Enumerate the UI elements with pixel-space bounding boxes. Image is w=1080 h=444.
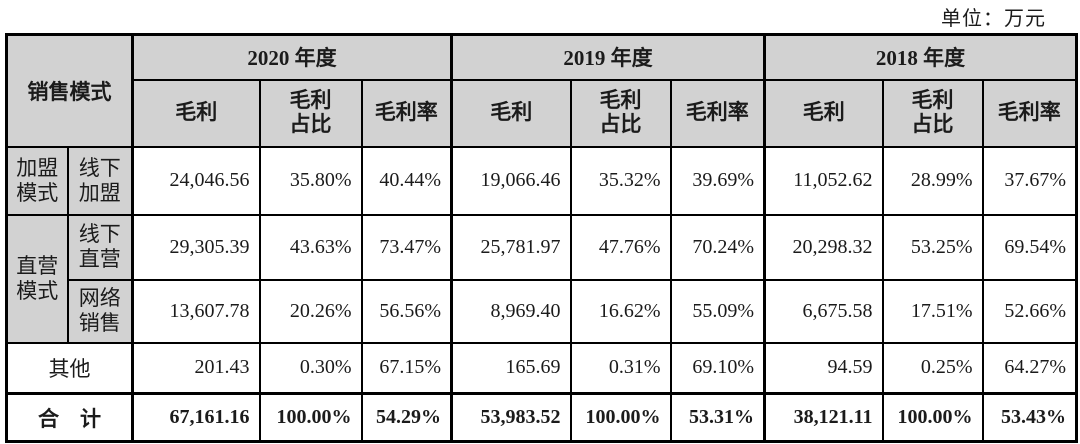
cell: 35.32% [569, 145, 672, 216]
cell: 20.26% [258, 278, 363, 344]
cell: 38,121.11 [763, 392, 884, 443]
header-gross-profit-2019: 毛利 [450, 78, 572, 148]
cell: 20,298.32 [763, 213, 884, 281]
row-label-other: 其他 [5, 341, 134, 395]
cell: 94.59 [763, 341, 884, 395]
cell: 100.00% [881, 392, 984, 443]
cell: 201.43 [131, 341, 261, 395]
cell: 6,675.58 [763, 278, 884, 344]
cell: 56.56% [360, 278, 453, 344]
cell: 67.15% [360, 341, 453, 395]
cell: 52.66% [981, 278, 1078, 344]
header-gp-margin-2020: 毛利率 [360, 78, 453, 148]
cell: 17.51% [881, 278, 984, 344]
cell: 0.31% [569, 341, 672, 395]
cell: 64.27% [981, 341, 1078, 395]
cell: 0.25% [881, 341, 984, 395]
cell: 19,066.46 [450, 145, 572, 216]
row-label-offline-franchise: 线下加盟 [66, 145, 134, 216]
row-label-direct-mode: 直营模式 [5, 213, 69, 344]
cell: 24,046.56 [131, 145, 261, 216]
cell: 0.30% [258, 341, 363, 395]
row-label-total: 合 计 [5, 392, 134, 443]
cell: 67,161.16 [131, 392, 261, 443]
header-sales-mode: 销售模式 [5, 33, 134, 148]
header-gp-margin-2019: 毛利率 [669, 78, 766, 148]
row-label-offline-direct: 线下直营 [66, 213, 134, 281]
header-gross-profit-2020: 毛利 [131, 78, 261, 148]
header-gross-profit-2018: 毛利 [763, 78, 884, 148]
cell: 55.09% [669, 278, 766, 344]
row-label-online-sales: 网络销售 [66, 278, 134, 344]
cell: 47.76% [569, 213, 672, 281]
header-year-2018: 2018 年度 [763, 33, 1078, 81]
row-label-franchise-mode: 加盟模式 [5, 145, 69, 216]
cell: 35.80% [258, 145, 363, 216]
row-offline-direct: 直营模式 线下直营 29,305.39 43.63% 73.47% 25,781… [5, 213, 1078, 344]
header-year-2020: 2020 年度 [131, 33, 453, 81]
cell: 53.43% [981, 392, 1078, 443]
header-year-row: 销售模式 2020 年度 2019 年度 2018 年度 [5, 33, 1078, 148]
header-year-2019: 2019 年度 [450, 33, 766, 81]
cell: 53.31% [669, 392, 766, 443]
cell: 13,607.78 [131, 278, 261, 344]
cell: 53.25% [881, 213, 984, 281]
cell: 39.69% [669, 145, 766, 216]
header-sub-row: 毛利 毛利 占比 毛利率 毛利 毛利 占比 毛利率 毛利 毛利 占比 毛利率 [7, 78, 1078, 148]
cell: 16.62% [569, 278, 672, 344]
cell: 40.44% [360, 145, 453, 216]
header-gp-share-2019: 毛利 占比 [569, 78, 672, 148]
cell: 69.54% [981, 213, 1078, 281]
header-gp-share-2020: 毛利 占比 [258, 78, 363, 148]
cell: 100.00% [258, 392, 363, 443]
cell: 25,781.97 [450, 213, 572, 281]
cell: 11,052.62 [763, 145, 884, 216]
gross-profit-table: 销售模式 2020 年度 2019 年度 2018 年度 毛利 毛利 占比 毛利… [5, 33, 1078, 443]
row-other: 其他 201.43 0.30% 67.15% 165.69 0.31% 69.1… [5, 341, 1078, 395]
row-total: 合 计 67,161.16 100.00% 54.29% 53,983.52 1… [5, 392, 1078, 443]
cell: 43.63% [258, 213, 363, 281]
cell: 37.67% [981, 145, 1078, 216]
cell: 54.29% [360, 392, 453, 443]
cell: 29,305.39 [131, 213, 261, 281]
cell: 8,969.40 [450, 278, 572, 344]
header-gp-margin-2018: 毛利率 [981, 78, 1078, 148]
row-online-sales: 网络销售 13,607.78 20.26% 56.56% 8,969.40 16… [7, 278, 1078, 344]
cell: 165.69 [450, 341, 572, 395]
cell: 53,983.52 [450, 392, 572, 443]
cell: 69.10% [669, 341, 766, 395]
cell: 73.47% [360, 213, 453, 281]
header-gp-share-2018: 毛利 占比 [881, 78, 984, 148]
unit-label: 单位：万元 [941, 8, 1046, 30]
cell: 100.00% [569, 392, 672, 443]
cell: 70.24% [669, 213, 766, 281]
cell: 28.99% [881, 145, 984, 216]
row-offline-franchise: 加盟模式 线下加盟 24,046.56 35.80% 40.44% 19,066… [5, 145, 1078, 216]
